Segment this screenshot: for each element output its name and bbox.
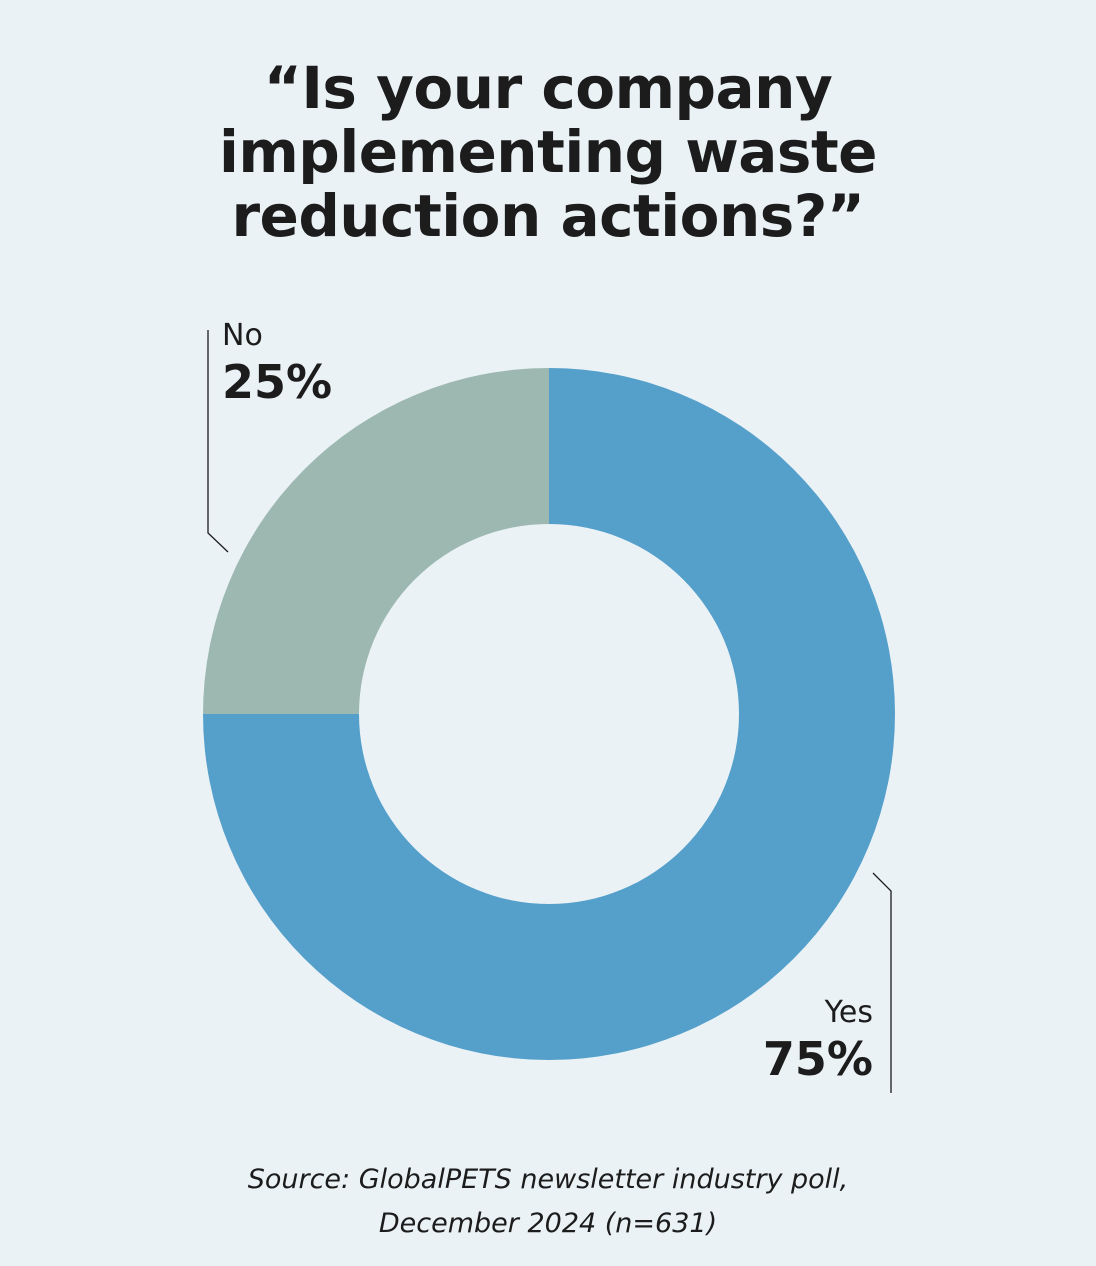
donut-slice <box>203 368 895 1060</box>
value-label: 25% <box>222 355 332 409</box>
leader-line <box>207 330 229 553</box>
value-label: 75% <box>763 1032 873 1086</box>
chart-title: “Is your company implementing waste redu… <box>218 54 878 250</box>
donut-slice <box>203 368 549 714</box>
slice-label: Yes <box>824 995 873 1030</box>
source-note: Source: GlobalPETS newsletter industry p… <box>247 1164 849 1239</box>
leader-line <box>872 872 892 1093</box>
slice-label: No <box>222 318 263 353</box>
